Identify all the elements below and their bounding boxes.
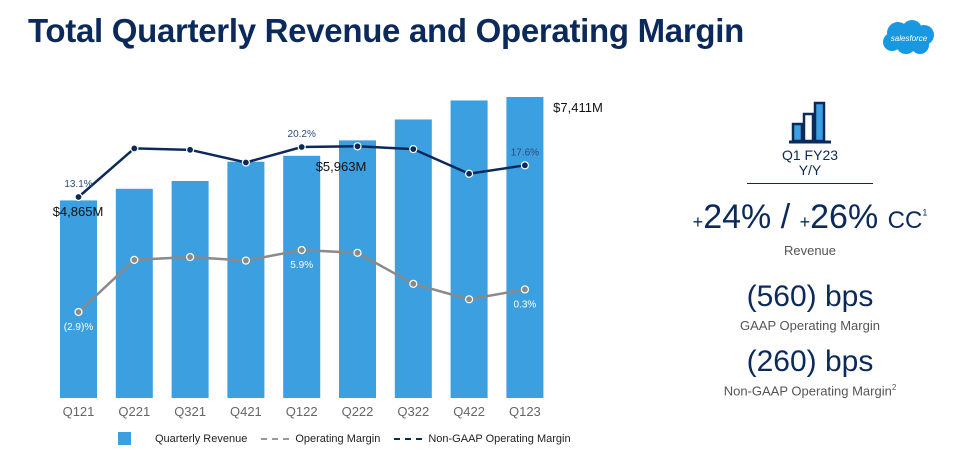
data-label: (2.9)% (64, 322, 94, 333)
revenue-growth-value: 24% (703, 198, 772, 236)
bar-q222 (339, 140, 376, 398)
legend-item-nongaap-margin: Non-GAAP Operating Margin (394, 432, 571, 445)
x-tick-label: Q422 (453, 404, 485, 419)
gaap-label: GAAP Operating Margin (740, 318, 880, 333)
nongaap-margin-point (465, 169, 474, 178)
nongaap-change: (260) bps (746, 345, 874, 378)
nongaap-label: Non-GAAP Operating Margin2 (660, 383, 960, 398)
plus-sign: + (692, 212, 704, 232)
period-line2: Y/Y (798, 162, 822, 178)
bar-chart-icon (789, 101, 831, 144)
divider (747, 183, 873, 184)
legend-label-operating-margin: Operating Margin (295, 432, 381, 445)
bar-q123 (506, 97, 544, 398)
operating-margin-point (130, 255, 139, 264)
legend-swatch-nongaap-margin (394, 437, 423, 440)
bar-q321 (171, 180, 209, 398)
revenue-growth: +24% / +26% CC1 (660, 198, 960, 237)
legend-swatch-revenue (118, 432, 131, 445)
bar-q322 (394, 119, 432, 398)
bar-q122 (283, 155, 321, 398)
bar-q421 (227, 161, 265, 398)
page-title: Total Quarterly Revenue and Operating Ma… (28, 12, 744, 49)
period-line1: Q1 FY23 (781, 147, 839, 163)
legend-item-operating-margin: Operating Margin (261, 433, 380, 445)
bar-q422 (450, 100, 488, 398)
nongaap-margin-point (409, 145, 418, 154)
plus-sign-cc: + (799, 212, 811, 232)
nongaap-margin-point (241, 158, 250, 167)
operating-margin-point (297, 245, 306, 255)
nongaap-label-text: Non-GAAP Operating Margin (723, 383, 892, 399)
x-tick-label: Q321 (174, 404, 206, 419)
data-label: $7,411M (553, 100, 603, 115)
legend-item-revenue: Quarterly Revenue (118, 432, 247, 445)
operating-margin-point (409, 279, 418, 288)
nongaap-margin-point (186, 145, 195, 154)
operating-margin-point (74, 307, 83, 317)
nongaap-margin-point (520, 161, 530, 170)
operating-margin-point (241, 256, 250, 265)
legend-swatch-operating-margin (261, 437, 290, 440)
operating-margin-point (465, 295, 474, 304)
data-label: $4,865M (53, 204, 104, 219)
operating-margin-point (520, 285, 530, 294)
operating-margin-point (186, 252, 195, 262)
legend-label-nongaap-margin: Non-GAAP Operating Margin (428, 432, 571, 445)
chart-legend: Quarterly Revenue Operating Margin Non-G… (118, 432, 585, 445)
cc-label: CC (887, 207, 923, 234)
revenue-growth-cc-value: 26% (810, 198, 879, 236)
period-label: Q1 FY23 Y/Y (660, 148, 960, 178)
nongaap-footnote: 2 (891, 383, 897, 392)
x-tick-label: Q123 (509, 404, 541, 419)
data-label: 5.9% (290, 260, 313, 271)
nongaap-margin-point (74, 192, 83, 202)
x-tick-label: Q222 (342, 404, 374, 419)
bar-q221 (115, 188, 153, 398)
x-tick-label: Q421 (230, 404, 262, 419)
operating-margin-point (353, 248, 362, 257)
data-label: $5,963M (316, 159, 367, 174)
salesforce-logo: salesforce (883, 20, 934, 54)
nongaap-margin-point (297, 142, 306, 152)
data-label: 0.3% (514, 299, 537, 310)
logo-text: salesforce (891, 34, 928, 43)
cc-footnote: 1 (922, 207, 928, 218)
gaap-change: (560) bps (746, 280, 874, 313)
revenue-label: Revenue (783, 243, 837, 258)
revenue-margin-chart: $4,865M $5,963M $7,411M (2.9)% 5.9% 0.3% 13.1%… (53, 97, 603, 419)
nongaap-margin-point (130, 144, 139, 153)
data-label: 20.2% (288, 129, 316, 140)
data-label: 17.6% (511, 147, 539, 158)
x-tick-label: Q121 (63, 404, 95, 419)
data-label: 13.1% (64, 179, 92, 190)
x-tick-label: Q322 (397, 404, 429, 419)
kpi-panel: Q1 FY23 Y/Y +24% / +26% CC1 Revenue (560… (660, 90, 960, 398)
nongaap-margin-point (353, 142, 362, 151)
legend-label-revenue: Quarterly Revenue (155, 432, 248, 445)
x-tick-label: Q122 (286, 404, 318, 419)
separator: / (780, 198, 791, 236)
x-tick-label: Q221 (118, 404, 150, 419)
